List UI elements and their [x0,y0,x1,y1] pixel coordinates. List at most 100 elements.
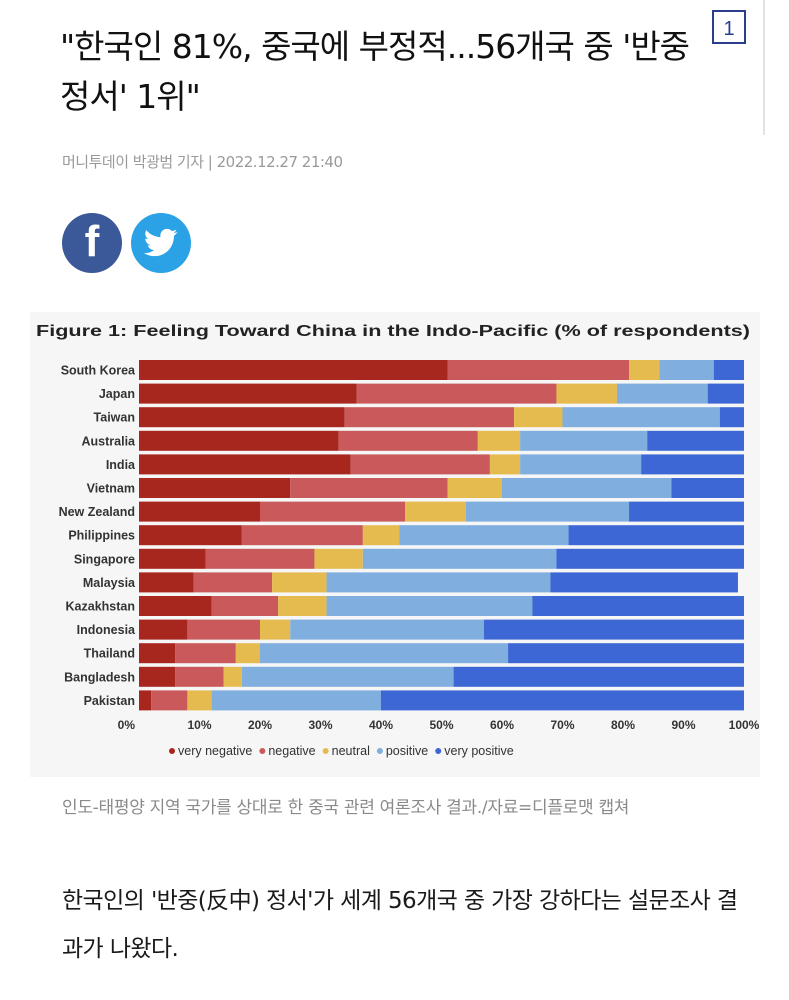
bar-segment [139,619,188,640]
bar-segment [489,454,521,475]
x-tick-label: 0% [118,718,136,732]
bar-segment [139,478,291,498]
bar-segment [520,430,648,451]
legend-label: very positive [444,744,514,758]
legend-item: very positive [435,744,514,758]
bar-segment [338,430,478,451]
bar-segment [350,454,490,475]
bar-segment [641,454,744,475]
x-tick-label: 70% [550,718,574,732]
y-axis-label: Vietnam [87,482,135,496]
legend-item: neutral [322,744,370,758]
bar-segment [211,596,279,616]
legend-label: very negative [178,744,252,758]
bar-segment [550,572,738,593]
x-tick-label: 100% [729,718,760,732]
bar-segment [278,596,327,616]
bar-segment [647,430,744,451]
bar-segment [671,478,744,498]
twitter-icon [144,228,178,257]
x-tick-label: 60% [490,718,514,732]
y-axis-label: Malaysia [83,576,136,590]
x-tick-label: 50% [429,718,453,732]
bar-segment [139,383,357,404]
x-tick-label: 20% [248,718,272,732]
bar-segment [139,643,176,664]
bar-segment [508,643,744,664]
bar-segment [362,525,400,546]
bar-segment [520,454,642,475]
y-axis-label: Thailand [84,647,135,661]
bar-segment [362,548,557,569]
article-lead-paragraph: 한국인의 '반중(反中) 정서'가 세계 56개국 중 가장 강하다는 설문조사… [62,888,738,962]
x-tick-label: 10% [187,718,211,732]
bar-segment [211,690,381,711]
bar-segment [272,572,327,593]
x-tick-label: 30% [308,718,332,732]
article-headline: "한국인 81%, 중국에 부정적...56개국 중 '반중정서' 1위" [60,27,690,116]
bar-segment [405,501,466,522]
legend-item: negative [259,744,316,758]
facebook-share-button[interactable]: f [62,213,122,273]
bar-segment [139,454,351,475]
bar-segment [707,383,744,404]
bar-segment [139,666,176,687]
bar-segment [453,666,744,687]
twitter-share-button[interactable] [131,213,191,273]
bar-segment [139,501,260,522]
facebook-icon: f [84,217,100,266]
bar-segment [241,525,363,546]
bar-segment [139,596,212,616]
bar-segment [326,572,551,593]
legend-label: positive [386,744,428,758]
bar-segment [502,478,672,498]
bar-segment [139,360,448,380]
bar-segment [260,643,509,664]
bar-segment [356,383,557,404]
legend-item: positive [376,744,428,758]
bar-segment [187,690,212,711]
y-axis-label: Australia [82,434,137,448]
bar-segment [465,501,630,522]
article-byline: 머니투데이 박광범 기자 | 2022.12.27 21:40 [62,153,343,171]
bar-segment [616,383,708,404]
y-axis-label: Philippines [68,529,135,543]
bar-segment [139,430,339,451]
bar-segment [139,572,194,593]
bar-segment [659,360,714,380]
bar-segment [556,548,744,569]
legend-item: very negative [169,744,252,758]
y-axis-label: Taiwan [94,411,135,425]
bar-segment [314,548,363,569]
bar-segment [532,596,744,616]
bar-segment [719,407,744,428]
bar-segment [514,407,563,428]
bar-segment [187,619,260,640]
legend-swatch [169,748,175,754]
bar-segment [447,478,502,498]
page-number-badge[interactable]: 1 [712,10,746,44]
bar-segment [260,619,291,640]
bar-segment [326,596,533,616]
bar-segment [290,619,484,640]
bar-segment [139,525,242,546]
bar-segment [151,690,188,711]
legend-swatch [376,748,383,754]
y-axis-label: Kazakhstan [66,600,135,614]
bar-segment [344,407,515,428]
bar-segment [175,666,224,687]
feeling-toward-china-chart: Figure 1: Feeling Toward China in the In… [30,312,760,777]
bar-segment [223,666,242,687]
legend-label: neutral [332,744,370,758]
bar-segment [260,501,406,522]
bar-segment [629,360,660,380]
x-tick-label: 90% [671,718,695,732]
scroll-indicator [763,0,765,135]
bar-segment [399,525,569,546]
y-axis-label: Japan [99,387,135,401]
x-tick-label: 40% [369,718,393,732]
legend-swatch [322,748,329,754]
chart-title: Figure 1: Feeling Toward China in the In… [36,323,750,340]
bar-segment [447,360,630,380]
bar-segment [483,619,744,640]
